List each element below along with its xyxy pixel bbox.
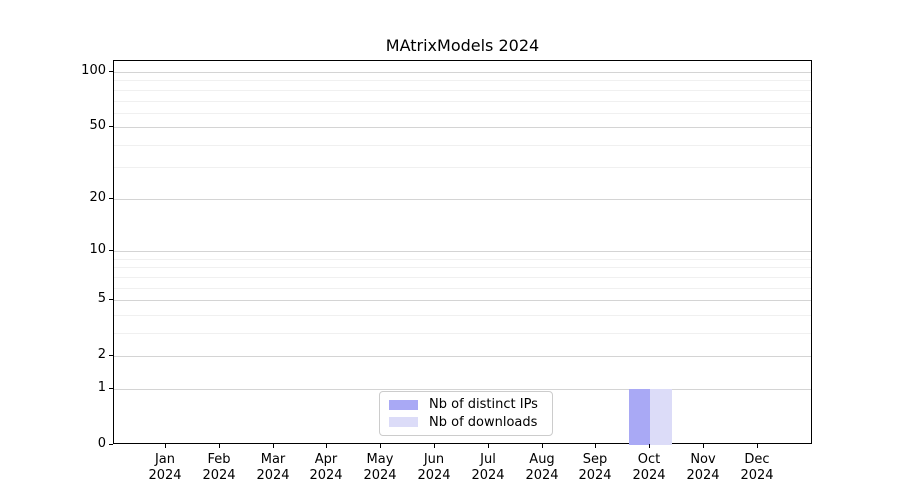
- gridline-minor: [114, 288, 811, 289]
- y-tick-mark: [109, 198, 113, 199]
- x-tick-label: Mar 2024: [246, 452, 300, 484]
- x-tick-month: Jan: [154, 452, 176, 467]
- y-tick-label: 100: [81, 63, 106, 78]
- chart-title: MAtrixModels 2024: [385, 36, 540, 55]
- x-tick-year: 2024: [256, 468, 290, 483]
- gridline-minor: [114, 259, 811, 260]
- x-tick-mark: [273, 444, 274, 448]
- y-tick-mark: [109, 355, 113, 356]
- x-tick-month: Feb: [207, 452, 231, 467]
- x-tick-label: Jul 2024: [461, 452, 515, 484]
- legend: Nb of distinct IPs Nb of downloads: [379, 391, 553, 436]
- bar-distinct-ips: [628, 389, 651, 445]
- x-tick-label: Jun 2024: [407, 452, 461, 484]
- x-tick-label: Nov 2024: [676, 452, 730, 484]
- gridline-minor: [114, 277, 811, 278]
- x-tick-year: 2024: [740, 468, 774, 483]
- gridline-major: [114, 356, 811, 357]
- x-tick-mark: [380, 444, 381, 448]
- y-tick-mark: [109, 444, 113, 445]
- x-tick-month: Jul: [480, 452, 496, 467]
- x-tick-year: 2024: [578, 468, 612, 483]
- x-tick-year: 2024: [309, 468, 343, 483]
- x-tick-year: 2024: [202, 468, 236, 483]
- x-tick-mark: [326, 444, 327, 448]
- x-tick-label: Dec 2024: [730, 452, 784, 484]
- x-tick-month: Jun: [423, 452, 445, 467]
- gridline-major: [114, 389, 811, 390]
- gridline-minor: [114, 90, 811, 91]
- x-tick-year: 2024: [632, 468, 666, 483]
- y-tick-label: 1: [97, 380, 106, 395]
- x-tick-mark: [219, 444, 220, 448]
- x-tick-year: 2024: [471, 468, 505, 483]
- x-tick-mark: [703, 444, 704, 448]
- y-tick-mark: [109, 250, 113, 251]
- x-tick-month: Sep: [582, 452, 608, 467]
- x-tick-mark: [595, 444, 596, 448]
- x-tick-month: Mar: [260, 452, 286, 467]
- y-tick-label: 5: [97, 291, 106, 306]
- gridline-minor: [114, 267, 811, 268]
- y-tick-label: 2: [97, 347, 106, 362]
- legend-swatch-distinct-ips: [389, 399, 418, 410]
- x-tick-label: Jan 2024: [138, 452, 192, 484]
- legend-entry-distinct-ips: Nb of distinct IPs: [389, 396, 543, 413]
- x-tick-mark: [542, 444, 543, 448]
- y-tick-mark: [109, 388, 113, 389]
- gridline-minor: [114, 315, 811, 316]
- x-tick-label: Apr 2024: [299, 452, 353, 484]
- y-tick-label: 50: [89, 118, 106, 133]
- gridline-major: [114, 127, 811, 128]
- x-tick-month: Apr: [314, 452, 338, 467]
- x-tick-label: May 2024: [353, 452, 407, 484]
- bar-downloads: [650, 389, 672, 445]
- x-tick-mark: [488, 444, 489, 448]
- y-tick-label: 0: [97, 436, 106, 451]
- x-tick-month: Dec: [744, 452, 770, 467]
- x-tick-year: 2024: [686, 468, 720, 483]
- x-tick-year: 2024: [417, 468, 451, 483]
- y-tick-mark: [109, 299, 113, 300]
- y-tick-label: 20: [89, 190, 106, 205]
- gridline-minor: [114, 113, 811, 114]
- gridline-minor: [114, 167, 811, 168]
- x-tick-label: Oct 2024: [622, 452, 676, 484]
- gridline-minor: [114, 80, 811, 81]
- x-tick-month: Oct: [637, 452, 661, 467]
- legend-label-distinct-ips: Nb of distinct IPs: [429, 397, 538, 413]
- legend-label-downloads: Nb of downloads: [429, 414, 538, 430]
- x-tick-mark: [434, 444, 435, 448]
- x-tick-label: Sep 2024: [568, 452, 622, 484]
- x-tick-year: 2024: [363, 468, 397, 483]
- x-tick-mark: [757, 444, 758, 448]
- y-tick-mark: [109, 126, 113, 127]
- x-tick-label: Aug 2024: [515, 452, 569, 484]
- x-tick-year: 2024: [525, 468, 559, 483]
- gridline-major: [114, 251, 811, 252]
- x-tick-mark: [649, 444, 650, 448]
- gridline-minor: [114, 333, 811, 334]
- x-tick-month: Nov: [690, 452, 716, 467]
- y-tick-mark: [109, 71, 113, 72]
- gridline-major: [114, 199, 811, 200]
- x-tick-mark: [165, 444, 166, 448]
- gridline-minor: [114, 145, 811, 146]
- x-tick-month: May: [366, 452, 394, 467]
- gridline-minor: [114, 101, 811, 102]
- x-tick-label: Feb 2024: [192, 452, 246, 484]
- x-tick-month: Aug: [529, 452, 555, 467]
- legend-entry-downloads: Nb of downloads: [389, 414, 543, 431]
- gridline-major: [114, 300, 811, 301]
- x-tick-year: 2024: [148, 468, 182, 483]
- gridline-major: [114, 72, 811, 73]
- plot-area: [113, 60, 812, 445]
- legend-swatch-downloads: [389, 417, 418, 428]
- y-tick-label: 10: [89, 242, 106, 257]
